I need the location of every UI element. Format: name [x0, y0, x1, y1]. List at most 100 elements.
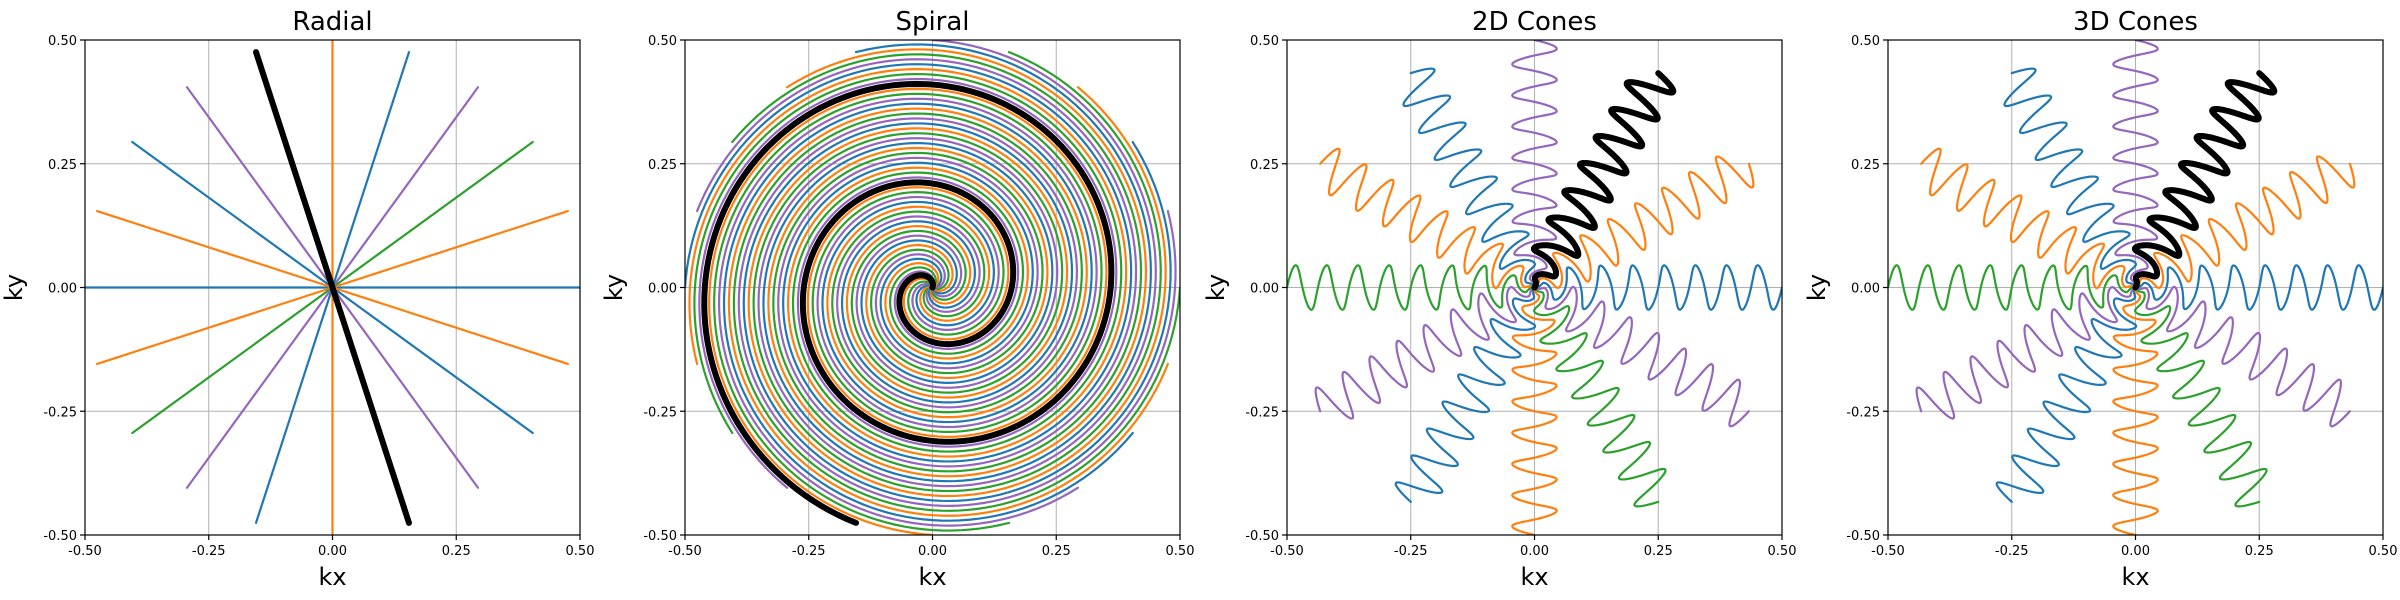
highlighted-trajectory-line — [701, 80, 1115, 526]
chart-title: 3D Cones — [2073, 7, 2198, 37]
trajectory-line — [1533, 285, 1750, 428]
trajectory-line — [1511, 286, 1558, 535]
trajectory-line — [2112, 286, 2159, 535]
trajectory-line — [713, 92, 1103, 532]
x-tick-label: -0.50 — [668, 544, 702, 559]
x-ticks: -0.50 -0.25 0.00 0.25 0.50 — [1871, 535, 2397, 559]
x-ticks: -0.50 -0.25 0.00 0.25 0.50 — [1270, 535, 1796, 559]
trajectory-line — [752, 51, 1162, 493]
x-tick-label: 0.50 — [1768, 544, 1797, 559]
x-axis-label: kx — [918, 563, 946, 591]
y-tick-label: 0.25 — [1851, 158, 1880, 173]
x-tick-label: 0.25 — [442, 544, 471, 559]
trajectory-line — [2134, 286, 2268, 508]
x-tick-label: 0.25 — [1644, 544, 1673, 559]
y-tick-label: 0.50 — [648, 34, 677, 49]
trajectory-line — [742, 122, 1172, 503]
trajectory-line — [732, 112, 1180, 512]
trajectory-line — [737, 117, 1177, 507]
trajectory-line — [696, 58, 1138, 468]
x-tick-label: 0.50 — [1166, 544, 1195, 559]
x-axis-label: kx — [2121, 563, 2149, 591]
trajectory-line — [1533, 286, 1667, 508]
x-tick-label: -0.25 — [792, 544, 826, 559]
y-tick-label: -0.25 — [43, 405, 77, 420]
trajectory-line — [1394, 286, 1537, 503]
trajectory-line — [767, 48, 1148, 478]
y-ticks: -0.50 -0.25 0.00 0.25 0.50 — [43, 34, 85, 544]
x-tick-label: -0.25 — [1995, 544, 2029, 559]
panel-2d-cones: 2D Cones -0.50 -0.25 0.00 0.25 0.50 -0.50-0.… — [1202, 7, 1796, 591]
y-tick-label: -0.25 — [643, 405, 677, 420]
y-tick-label: 0.25 — [48, 158, 77, 173]
trajectory-line — [1402, 67, 1536, 289]
trajectory-line — [708, 87, 1108, 535]
trajectory-line — [2134, 285, 2351, 428]
trajectory-line — [1511, 40, 1558, 289]
x-tick-label: 0.25 — [1042, 544, 1071, 559]
highlighted-trajectory-line — [253, 49, 412, 526]
trajectory-line — [1995, 286, 2138, 503]
x-tick-label: 0.50 — [566, 544, 595, 559]
x-tick-label: 0.25 — [2245, 544, 2274, 559]
trajectory-line — [2003, 67, 2137, 289]
trajectory-line — [1287, 264, 1536, 311]
y-ticks: -0.50 -0.25 0.00 0.25 0.50 — [1245, 34, 1287, 544]
y-tick-label: -0.50 — [43, 529, 77, 544]
trajectory-line — [688, 68, 1128, 458]
trajectory-line — [2134, 264, 2383, 311]
chart-title: 2D Cones — [1472, 7, 1597, 37]
trajectory-line — [722, 102, 1134, 522]
panel-3d-cones: 3D Cones -0.50 -0.25 0.00 0.25 0.50 -0.50-0.… — [1803, 7, 2397, 591]
trajectory-line — [1888, 264, 2137, 311]
y-axis-label: ky — [1202, 274, 1230, 301]
trajectory-line — [757, 40, 1157, 488]
trajectory-line — [1533, 155, 1755, 289]
x-tick-label: -0.25 — [1394, 544, 1428, 559]
y-ticks: -0.50 -0.25 0.00 0.25 0.50 — [643, 34, 685, 544]
x-tick-label: 0.00 — [918, 544, 947, 559]
y-tick-label: 0.50 — [1250, 34, 1279, 49]
trajectory-line — [685, 63, 1133, 463]
trajectory-line — [727, 107, 1169, 517]
chart-title: Radial — [292, 7, 372, 37]
y-axis-label: ky — [600, 274, 628, 301]
y-tick-label: 0.50 — [48, 34, 77, 49]
x-tick-label: 0.00 — [2121, 544, 2150, 559]
y-tick-label: 0.50 — [1851, 34, 1880, 49]
trajectory-line — [1314, 286, 1536, 420]
y-tick-label: 0.00 — [648, 282, 677, 297]
x-tick-label: 0.00 — [1520, 544, 1549, 559]
trajectory-line — [693, 72, 1123, 453]
plot-area — [685, 40, 1180, 535]
trajectory-line — [1533, 264, 1782, 311]
y-tick-label: 0.00 — [1250, 282, 1279, 297]
x-tick-label: -0.50 — [68, 544, 102, 559]
y-axis-label: ky — [1803, 274, 1831, 301]
plot-area — [1287, 40, 1782, 535]
x-tick-label: -0.50 — [1270, 544, 1304, 559]
trajectory-line — [762, 43, 1152, 483]
trajectory-line — [1920, 147, 2137, 290]
y-tick-label: -0.50 — [1245, 529, 1279, 544]
panel-radial: Radial -0.50 -0.25 0.00 0.25 0.50 -0.50 -0.25… — [0, 7, 594, 591]
highlighted-trajectory-line — [1530, 70, 1677, 291]
x-ticks: -0.50 -0.25 0.00 0.25 0.50 — [68, 535, 594, 559]
plot-area — [85, 40, 580, 535]
y-tick-label: -0.50 — [643, 529, 677, 544]
trajectory-line — [698, 77, 1118, 489]
y-tick-label: -0.50 — [1846, 529, 1880, 544]
x-axis-label: kx — [1520, 563, 1548, 591]
y-tick-label: 0.00 — [48, 282, 77, 297]
trajectory-line — [2112, 40, 2159, 289]
x-tick-label: -0.25 — [192, 544, 226, 559]
plot-area — [1888, 40, 2383, 535]
panel-spiral: Spiral -0.50 -0.25 0.00 0.25 0.50 -0.50 -0.25… — [600, 7, 1194, 591]
y-tick-label: 0.25 — [648, 158, 677, 173]
trajectory-line — [1915, 286, 2137, 420]
x-tick-label: 0.50 — [2369, 544, 2398, 559]
x-axis-label: kx — [318, 563, 346, 591]
y-tick-label: -0.25 — [1245, 405, 1279, 420]
chart-title: Spiral — [895, 7, 969, 37]
